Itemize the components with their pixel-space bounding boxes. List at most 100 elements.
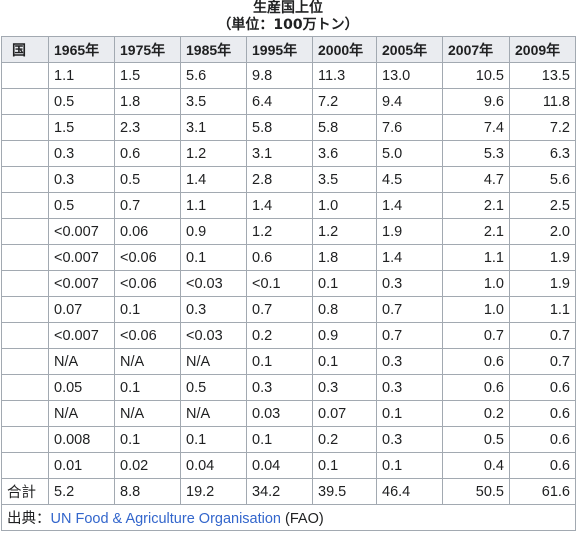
value-cell: 0.8 — [312, 296, 377, 323]
column-header-year: 2005年 — [376, 36, 443, 63]
table-row: 0.008 0.1 0.1 0.1 0.2 0.3 0.5 0.6 — [1, 426, 576, 453]
country-cell — [1, 322, 49, 349]
table-row: 0.07 0.1 0.3 0.7 0.8 0.7 1.0 1.1 — [1, 296, 576, 323]
value-cell: 2.1 — [442, 192, 510, 219]
value-cell: 0.6 — [509, 374, 576, 401]
value-cell: 3.5 — [312, 166, 377, 193]
column-header-year: 1985年 — [180, 36, 247, 63]
value-cell: 1.9 — [509, 270, 576, 297]
value-cell: <0.007 — [48, 218, 115, 245]
table-caption: 生産国上位 （単位：100万トン） — [0, 0, 576, 36]
value-cell: 0.2 — [312, 426, 377, 453]
value-cell: 9.8 — [246, 62, 313, 89]
value-cell: 5.8 — [312, 114, 377, 141]
value-cell: N/A — [114, 400, 181, 427]
country-cell — [1, 400, 49, 427]
column-header-year: 1965年 — [48, 36, 115, 63]
value-cell: N/A — [114, 348, 181, 375]
value-cell: <0.06 — [114, 270, 181, 297]
total-label: 合計 — [1, 478, 49, 505]
caption-title: 生産国上位 — [253, 0, 323, 16]
value-cell: 0.6 — [509, 452, 576, 479]
value-cell: 1.0 — [442, 296, 510, 323]
value-cell: 0.2 — [442, 400, 510, 427]
value-cell: 1.4 — [376, 244, 443, 271]
fao-link[interactable]: UN Food & Agriculture Organisation — [50, 511, 282, 527]
production-table: 国 1965年 1975年 1985年 1995年 2000年 2005年 2007年 2009… — [1, 36, 576, 531]
value-cell: 5.6 — [180, 62, 247, 89]
source-cell: 出典：UN Food & Agriculture Organisation (F… — [1, 504, 576, 531]
table-row: <0.007 <0.06 0.1 0.6 1.8 1.4 1.1 1.9 — [1, 244, 576, 271]
value-cell: 0.008 — [48, 426, 115, 453]
country-cell — [1, 166, 49, 193]
value-cell: 7.2 — [509, 114, 576, 141]
value-cell: 0.3 — [376, 426, 443, 453]
value-cell: 0.7 — [442, 322, 510, 349]
country-cell — [1, 140, 49, 167]
value-cell: 0.9 — [180, 218, 247, 245]
source-row: 出典：UN Food & Agriculture Organisation (F… — [1, 504, 576, 531]
value-cell: 6.4 — [246, 88, 313, 115]
total-value: 39.5 — [312, 478, 377, 505]
value-cell: 9.6 — [442, 88, 510, 115]
value-cell: 4.7 — [442, 166, 510, 193]
table-row: N/A N/A N/A 0.03 0.07 0.1 0.2 0.6 — [1, 400, 576, 427]
value-cell: 0.3 — [376, 348, 443, 375]
column-header-year: 2007年 — [442, 36, 510, 63]
value-cell: 0.3 — [376, 374, 443, 401]
value-cell: 0.1 — [180, 426, 247, 453]
value-cell: <0.03 — [180, 322, 247, 349]
value-cell: 13.5 — [509, 62, 576, 89]
value-cell: 1.9 — [376, 218, 443, 245]
value-cell: 0.7 — [114, 192, 181, 219]
value-cell: 13.0 — [376, 62, 443, 89]
value-cell: 0.3 — [48, 166, 115, 193]
value-cell: 0.1 — [114, 426, 181, 453]
country-cell — [1, 192, 49, 219]
table-row: N/A N/A N/A 0.1 0.1 0.3 0.6 0.7 — [1, 348, 576, 375]
value-cell: <0.03 — [180, 270, 247, 297]
total-value: 46.4 — [376, 478, 443, 505]
value-cell: 7.6 — [376, 114, 443, 141]
value-cell: 0.6 — [246, 244, 313, 271]
value-cell: 0.04 — [246, 452, 313, 479]
value-cell: 1.8 — [114, 88, 181, 115]
value-cell: 2.0 — [509, 218, 576, 245]
value-cell: N/A — [48, 348, 115, 375]
value-cell: 0.1 — [312, 348, 377, 375]
country-cell — [1, 348, 49, 375]
value-cell: 0.6 — [114, 140, 181, 167]
value-cell: 0.3 — [376, 270, 443, 297]
value-cell: 1.1 — [180, 192, 247, 219]
total-value: 34.2 — [246, 478, 313, 505]
column-header-year: 2009年 — [509, 36, 576, 63]
value-cell: 0.6 — [442, 348, 510, 375]
table-row: 1.5 2.3 3.1 5.8 5.8 7.6 7.4 7.2 — [1, 114, 576, 141]
value-cell: 5.3 — [442, 140, 510, 167]
table-row: <0.007 <0.06 <0.03 0.2 0.9 0.7 0.7 0.7 — [1, 322, 576, 349]
value-cell: 0.3 — [246, 374, 313, 401]
value-cell: <0.007 — [48, 270, 115, 297]
value-cell: 0.01 — [48, 452, 115, 479]
total-value: 5.2 — [48, 478, 115, 505]
value-cell: 0.7 — [246, 296, 313, 323]
value-cell: 0.6 — [509, 426, 576, 453]
value-cell: 2.5 — [509, 192, 576, 219]
value-cell: 1.1 — [442, 244, 510, 271]
source-suffix: (FAO) — [281, 511, 324, 527]
value-cell: 0.5 — [114, 166, 181, 193]
value-cell: 1.8 — [312, 244, 377, 271]
value-cell: 1.0 — [442, 270, 510, 297]
country-cell — [1, 88, 49, 115]
value-cell: 1.1 — [509, 296, 576, 323]
value-cell: <0.007 — [48, 244, 115, 271]
value-cell: 9.4 — [376, 88, 443, 115]
value-cell: 0.7 — [509, 322, 576, 349]
total-value: 61.6 — [509, 478, 576, 505]
value-cell: <0.06 — [114, 244, 181, 271]
value-cell: 0.6 — [509, 400, 576, 427]
value-cell: N/A — [48, 400, 115, 427]
value-cell: N/A — [180, 348, 247, 375]
country-cell — [1, 218, 49, 245]
